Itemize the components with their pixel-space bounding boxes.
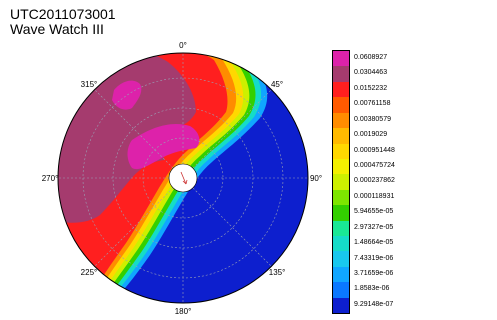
polar-border	[57, 52, 309, 304]
colorbar-swatch	[333, 158, 349, 175]
colorbar-label: 9.29148e-07	[354, 300, 394, 308]
contour-field	[58, 53, 308, 303]
colorbar-swatch	[333, 297, 349, 314]
colorbar-swatch	[333, 251, 349, 267]
colorbar	[332, 50, 350, 315]
angle-label: 45°	[271, 80, 283, 89]
contour-peak-south	[127, 123, 200, 170]
title-line-2: Wave Watch III	[10, 21, 104, 37]
angle-label: 0°	[179, 41, 187, 50]
colorbar-swatch	[333, 97, 349, 113]
colorbar-label: 0.0152232	[354, 84, 388, 92]
colorbar-label: 0.000118931	[354, 192, 395, 200]
colorbar-swatch	[333, 220, 349, 237]
colorbar-swatch	[333, 174, 349, 190]
grid-spoke	[94, 187, 174, 267]
chart-title: UTC2011073001 Wave Watch III	[10, 7, 116, 37]
colorbar-label: 0.0304463	[354, 69, 388, 77]
colorbar-swatch	[333, 189, 349, 206]
colorbar-label: 1.8583e-06	[354, 285, 390, 293]
angle-label: 180°	[175, 307, 192, 316]
colorbar-label: 0.0019029	[354, 131, 388, 139]
center-hole	[168, 163, 198, 193]
contour-peak-north	[112, 80, 142, 110]
center-arrow	[180, 171, 188, 185]
colorbar-swatch	[333, 266, 349, 283]
grid-spoke	[94, 89, 174, 169]
colorbar-swatch	[333, 51, 349, 67]
colorbar-label: 2.97327e-05	[354, 223, 394, 231]
colorbar-label: 0.00380579	[354, 115, 391, 123]
colorbar-label: 1.48664e-05	[354, 239, 394, 247]
colorbar-label: 0.000951448	[354, 146, 395, 154]
angle-label: 270°	[42, 174, 59, 183]
colorbar-swatch	[333, 81, 349, 98]
angle-label: 90°	[310, 174, 322, 183]
colorbar-swatch	[333, 128, 349, 144]
title-line-1: UTC2011073001	[10, 6, 116, 22]
colorbar-label: 0.00761158	[354, 100, 391, 108]
colorbar-label: 0.000237862	[354, 177, 395, 185]
colorbar-swatch	[333, 112, 349, 129]
colorbar-label: 7.43319e-06	[354, 254, 394, 262]
angle-label: 135°	[269, 268, 286, 277]
colorbar-swatch	[333, 205, 349, 221]
angle-labels: 0° 45° 90° 135° 180° 225° 270° 315°	[42, 41, 322, 316]
angle-label: 225°	[81, 268, 98, 277]
colorbar-label: 0.000475724	[354, 162, 395, 169]
colorbar-label: 3.71659e-06	[354, 270, 394, 278]
colorbar-swatch	[333, 143, 349, 159]
colorbar-label: 0.0608927	[354, 54, 388, 61]
colorbar-swatch	[333, 236, 349, 252]
grid-spoke	[192, 89, 272, 169]
colorbar-swatch	[333, 282, 349, 298]
colorbar-label: 5.94655e-05	[354, 208, 394, 216]
grid-spoke	[192, 187, 272, 267]
polar-grid	[58, 53, 308, 303]
colorbar-swatch	[333, 66, 349, 82]
angle-label: 315°	[81, 80, 98, 89]
